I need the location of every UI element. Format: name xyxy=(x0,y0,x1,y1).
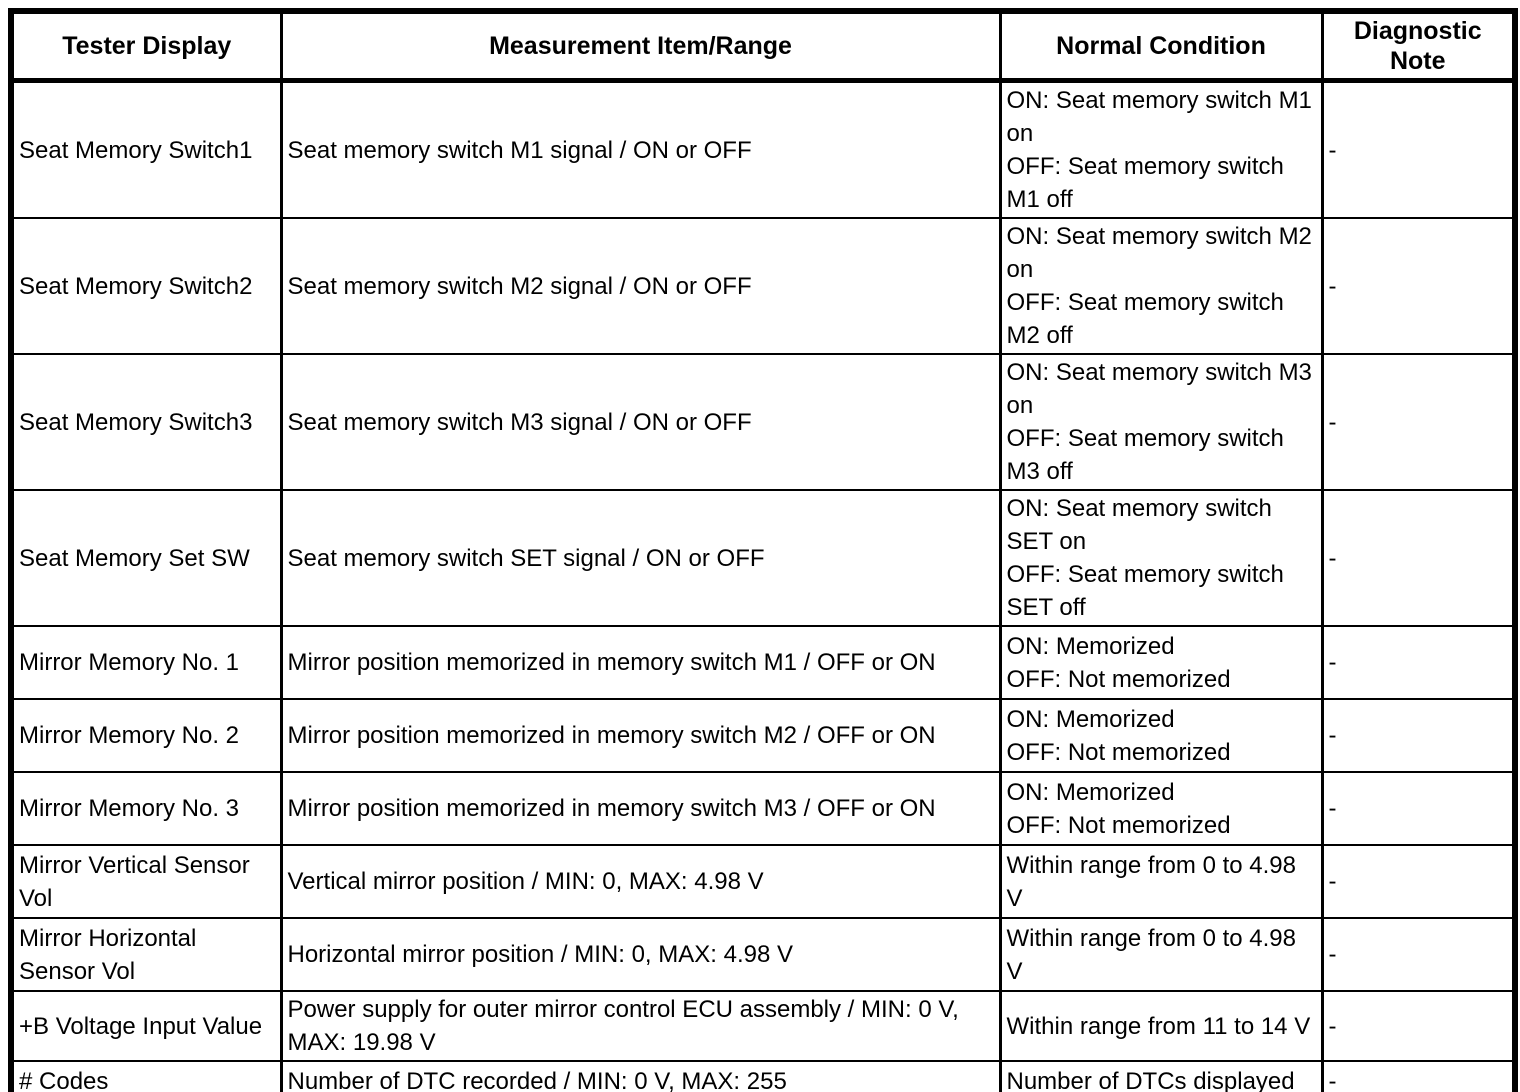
cell-diagnostic-note: - xyxy=(1320,625,1517,700)
cell-measurement: Mirror position memorized in memory swit… xyxy=(279,771,1002,846)
cell-normal-condition: Number of DTCs displayed xyxy=(998,1060,1324,1092)
table-row: Seat Memory Switch2 Seat memory switch M… xyxy=(9,217,1517,355)
col-header-normal-condition: Normal Condition xyxy=(998,10,1324,83)
cell-tester-display: # Codes xyxy=(9,1060,283,1092)
cell-measurement: Mirror position memorized in memory swit… xyxy=(279,698,1002,773)
cell-diagnostic-note: - xyxy=(1320,698,1517,773)
cell-diagnostic-note: - xyxy=(1320,79,1517,219)
table-row: Mirror Memory No. 1 Mirror position memo… xyxy=(9,625,1517,700)
cell-measurement: Vertical mirror position / MIN: 0, MAX: … xyxy=(279,844,1002,919)
col-header-measurement-item-range: Measurement Item/Range xyxy=(279,10,1002,83)
cell-normal-condition: ON: Memorized OFF: Not memorized xyxy=(998,698,1324,773)
cell-tester-display: +B Voltage Input Value xyxy=(9,990,283,1062)
cell-measurement: Mirror position memorized in memory swit… xyxy=(279,625,1002,700)
cell-tester-display: Mirror Horizontal Sensor Vol xyxy=(9,917,283,992)
cell-measurement: Power supply for outer mirror control EC… xyxy=(279,990,1002,1062)
cell-measurement: Seat memory switch M1 signal / ON or OFF xyxy=(279,79,1002,219)
table-row: Mirror Vertical Sensor Vol Vertical mirr… xyxy=(9,844,1517,919)
cell-normal-condition: ON: Seat memory switch M2 on OFF: Seat m… xyxy=(998,217,1324,355)
cell-diagnostic-note: - xyxy=(1320,1060,1517,1092)
table-row: Seat Memory Set SW Seat memory switch SE… xyxy=(9,489,1517,627)
table-row: Mirror Horizontal Sensor Vol Horizontal … xyxy=(9,917,1517,992)
cell-diagnostic-note: - xyxy=(1320,771,1517,846)
table-row: Seat Memory Switch3 Seat memory switch M… xyxy=(9,353,1517,491)
cell-diagnostic-note: - xyxy=(1320,353,1517,491)
cell-measurement: Seat memory switch SET signal / ON or OF… xyxy=(279,489,1002,627)
col-header-tester-display: Tester Display xyxy=(9,10,283,83)
cell-normal-condition: ON: Seat memory switch M3 on OFF: Seat m… xyxy=(998,353,1324,491)
cell-measurement: Horizontal mirror position / MIN: 0, MAX… xyxy=(279,917,1002,992)
cell-tester-display: Mirror Vertical Sensor Vol xyxy=(9,844,283,919)
header-row: Tester Display Measurement Item/Range No… xyxy=(9,10,1517,83)
cell-tester-display: Mirror Memory No. 1 xyxy=(9,625,283,700)
cell-normal-condition: ON: Memorized OFF: Not memorized xyxy=(998,771,1324,846)
cell-tester-display: Seat Memory Switch2 xyxy=(9,217,283,355)
cell-diagnostic-note: - xyxy=(1320,217,1517,355)
cell-tester-display: Mirror Memory No. 3 xyxy=(9,771,283,846)
cell-measurement: Seat memory switch M2 signal / ON or OFF xyxy=(279,217,1002,355)
cell-measurement: Seat memory switch M3 signal / ON or OFF xyxy=(279,353,1002,491)
cell-normal-condition: ON: Seat memory switch M1 on OFF: Seat m… xyxy=(998,79,1324,219)
datalist-table: Tester Display Measurement Item/Range No… xyxy=(8,8,1518,1092)
cell-tester-display: Seat Memory Set SW xyxy=(9,489,283,627)
cell-diagnostic-note: - xyxy=(1320,990,1517,1062)
table-row: # Codes Number of DTC recorded / MIN: 0 … xyxy=(9,1060,1517,1092)
cell-normal-condition: ON: Memorized OFF: Not memorized xyxy=(998,625,1324,700)
cell-diagnostic-note: - xyxy=(1320,489,1517,627)
col-header-diagnostic-note: Diagnostic Note xyxy=(1320,10,1517,83)
cell-measurement: Number of DTC recorded / MIN: 0 V, MAX: … xyxy=(279,1060,1002,1092)
table-row: Mirror Memory No. 2 Mirror position memo… xyxy=(9,698,1517,773)
cell-diagnostic-note: - xyxy=(1320,917,1517,992)
table-row: Mirror Memory No. 3 Mirror position memo… xyxy=(9,771,1517,846)
cell-tester-display: Mirror Memory No. 2 xyxy=(9,698,283,773)
cell-tester-display: Seat Memory Switch3 xyxy=(9,353,283,491)
cell-diagnostic-note: - xyxy=(1320,844,1517,919)
table-row: +B Voltage Input Value Power supply for … xyxy=(9,990,1517,1062)
cell-normal-condition: Within range from 11 to 14 V xyxy=(998,990,1324,1062)
cell-tester-display: Seat Memory Switch1 xyxy=(9,79,283,219)
cell-normal-condition: ON: Seat memory switch SET on OFF: Seat … xyxy=(998,489,1324,627)
cell-normal-condition: Within range from 0 to 4.98 V xyxy=(998,844,1324,919)
cell-normal-condition: Within range from 0 to 4.98 V xyxy=(998,917,1324,992)
table-row: Seat Memory Switch1 Seat memory switch M… xyxy=(9,79,1517,219)
